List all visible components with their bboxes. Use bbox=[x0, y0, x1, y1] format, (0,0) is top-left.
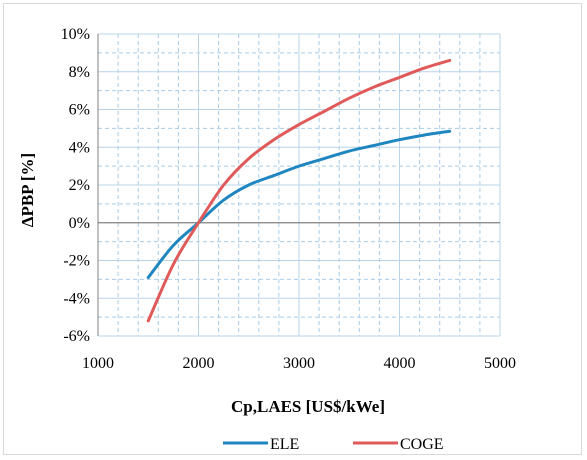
x-tick-label: 4000 bbox=[384, 355, 416, 372]
y-axis-title: ΔPBP [%] bbox=[18, 153, 37, 227]
tick-labels: -6% -4% -2% 0% 2% 4% 6% 8% 10% 1000 2000 3000 4000 50… bbox=[61, 26, 516, 372]
legend: ELE COGE bbox=[223, 436, 444, 453]
y-tick-label: 8% bbox=[69, 64, 90, 81]
y-tick-label: 10% bbox=[61, 26, 90, 43]
x-tick-label: 3000 bbox=[283, 355, 315, 372]
axes bbox=[97, 34, 500, 337]
y-tick-label: -4% bbox=[63, 290, 90, 307]
legend-label-coge: COGE bbox=[400, 436, 444, 453]
x-tick-label: 5000 bbox=[484, 355, 516, 372]
series-lines bbox=[146, 58, 452, 323]
y-tick-label: -2% bbox=[63, 253, 90, 270]
series-line-coge bbox=[146, 58, 452, 323]
legend-label-ele: ELE bbox=[270, 436, 299, 453]
x-axis-title: Cp,LAES [US$/kWe] bbox=[231, 397, 385, 416]
y-tick-label: 0% bbox=[69, 215, 90, 232]
x-tick-label: 2000 bbox=[183, 355, 215, 372]
chart-frame bbox=[3, 3, 582, 455]
x-tick-label: 1000 bbox=[82, 355, 114, 372]
y-tick-label: 6% bbox=[69, 102, 90, 119]
y-tick-label: 2% bbox=[69, 177, 90, 194]
y-tick-label: -6% bbox=[63, 328, 90, 345]
y-tick-label: 4% bbox=[69, 139, 90, 156]
